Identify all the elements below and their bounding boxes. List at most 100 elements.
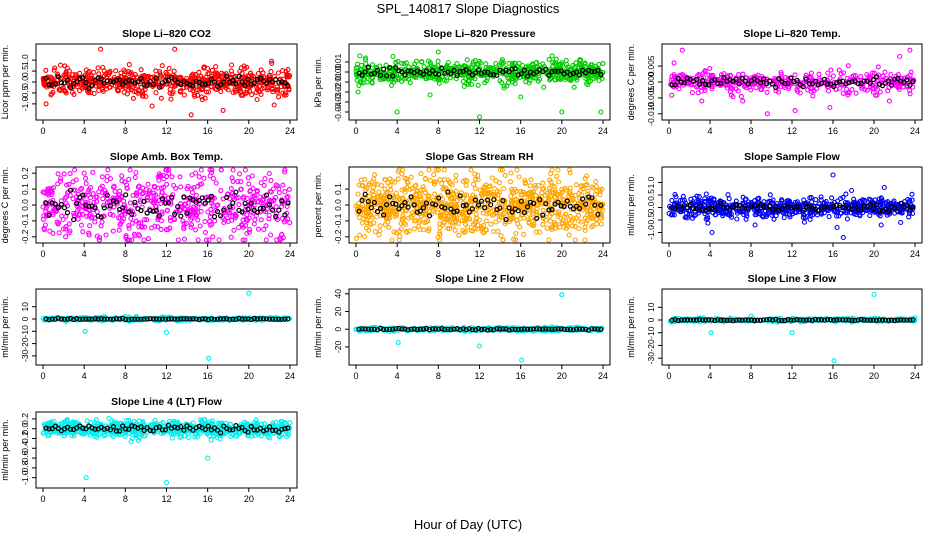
outlier-point	[149, 103, 155, 109]
data-point	[127, 200, 133, 206]
data-point	[285, 67, 291, 73]
data-point	[195, 217, 201, 223]
data-point	[464, 57, 470, 63]
data-point	[236, 85, 243, 91]
data-point	[257, 89, 263, 95]
data-point	[190, 85, 197, 91]
x-tick-label: 0	[353, 126, 358, 136]
data-point	[452, 227, 458, 233]
data-point	[460, 78, 466, 84]
panel-title: Slope Line 1 Flow	[122, 273, 212, 285]
data-point	[563, 57, 569, 63]
mean-point	[362, 69, 368, 75]
outlier-point	[881, 184, 887, 191]
data-point	[585, 188, 591, 194]
outlier-point	[752, 222, 758, 228]
mean-point	[873, 74, 880, 80]
mean-point	[221, 79, 227, 85]
outlier-point	[435, 49, 441, 55]
x-tick-label: 16	[516, 371, 526, 381]
data-point	[576, 213, 582, 219]
x-tick-label: 0	[40, 249, 45, 259]
data-point	[378, 183, 384, 189]
data-point	[243, 76, 249, 82]
data-point	[736, 72, 742, 78]
data-point	[461, 83, 467, 90]
data-point	[596, 77, 602, 84]
data-point	[216, 77, 222, 84]
x-tick-label: 12	[474, 371, 484, 381]
data-point	[264, 87, 270, 93]
data-point	[110, 228, 116, 234]
data-point	[237, 171, 243, 177]
mean-point	[153, 75, 159, 81]
mean-point	[144, 82, 150, 88]
x-tick-label: 4	[707, 249, 712, 259]
data-point	[127, 167, 133, 173]
mean-point	[377, 72, 384, 79]
data-point	[51, 67, 57, 73]
mean-point	[119, 81, 126, 87]
data-point	[566, 232, 572, 238]
data-point	[465, 78, 471, 84]
data-point	[408, 174, 414, 180]
mean-point	[512, 65, 518, 72]
mean-point	[384, 73, 390, 79]
y-tick-label: -0.01	[333, 72, 343, 92]
data-point	[829, 195, 835, 201]
data-point	[395, 176, 401, 182]
data-point	[263, 237, 269, 243]
data-point	[266, 170, 272, 177]
mean-point	[359, 72, 365, 78]
x-tick-label: 20	[869, 249, 879, 259]
data-point	[427, 177, 433, 183]
data-point	[498, 233, 504, 239]
outlier-point	[671, 60, 677, 66]
data-point	[585, 82, 591, 88]
mean-point	[285, 83, 291, 89]
data-point	[200, 76, 206, 83]
x-tick-label: 0	[666, 249, 671, 259]
data-point	[228, 186, 234, 192]
data-point	[703, 191, 709, 197]
data-point	[472, 58, 478, 64]
data-point	[523, 79, 529, 85]
data-point	[166, 65, 172, 71]
data-point	[209, 74, 215, 80]
y-tick-label: 40	[333, 289, 343, 299]
data-point	[522, 73, 528, 79]
data-point	[573, 60, 579, 66]
mean-point	[396, 68, 402, 74]
data-point	[374, 214, 380, 220]
mean-point	[95, 75, 101, 81]
data-point	[257, 194, 263, 200]
x-tick-label: 24	[910, 249, 920, 259]
panel-title: Slope Gas Stream RH	[426, 151, 534, 163]
data-point	[49, 76, 56, 82]
data-point	[199, 94, 205, 100]
outlier-point	[389, 237, 395, 243]
outlier-point	[709, 229, 715, 236]
data-point	[181, 85, 187, 91]
data-point	[357, 232, 363, 238]
data-point	[213, 180, 219, 186]
outlier-point	[830, 172, 836, 178]
data-point	[242, 167, 248, 173]
mean-point	[107, 79, 114, 85]
data-point	[104, 177, 110, 184]
x-tick-label: 20	[557, 371, 567, 381]
data-point	[849, 187, 855, 194]
data-point	[536, 76, 543, 82]
data-point	[468, 64, 474, 70]
data-point	[483, 78, 490, 84]
mean-point	[61, 205, 68, 211]
data-point	[357, 53, 363, 59]
data-point	[202, 219, 208, 225]
data-point	[201, 175, 207, 181]
data-point	[555, 167, 561, 173]
data-point	[258, 67, 264, 73]
panel-title: Slope Line 2 Flow	[435, 273, 525, 285]
outlier-point	[886, 98, 892, 104]
y-tick-label: -0.02	[333, 82, 343, 102]
data-point	[274, 89, 281, 95]
